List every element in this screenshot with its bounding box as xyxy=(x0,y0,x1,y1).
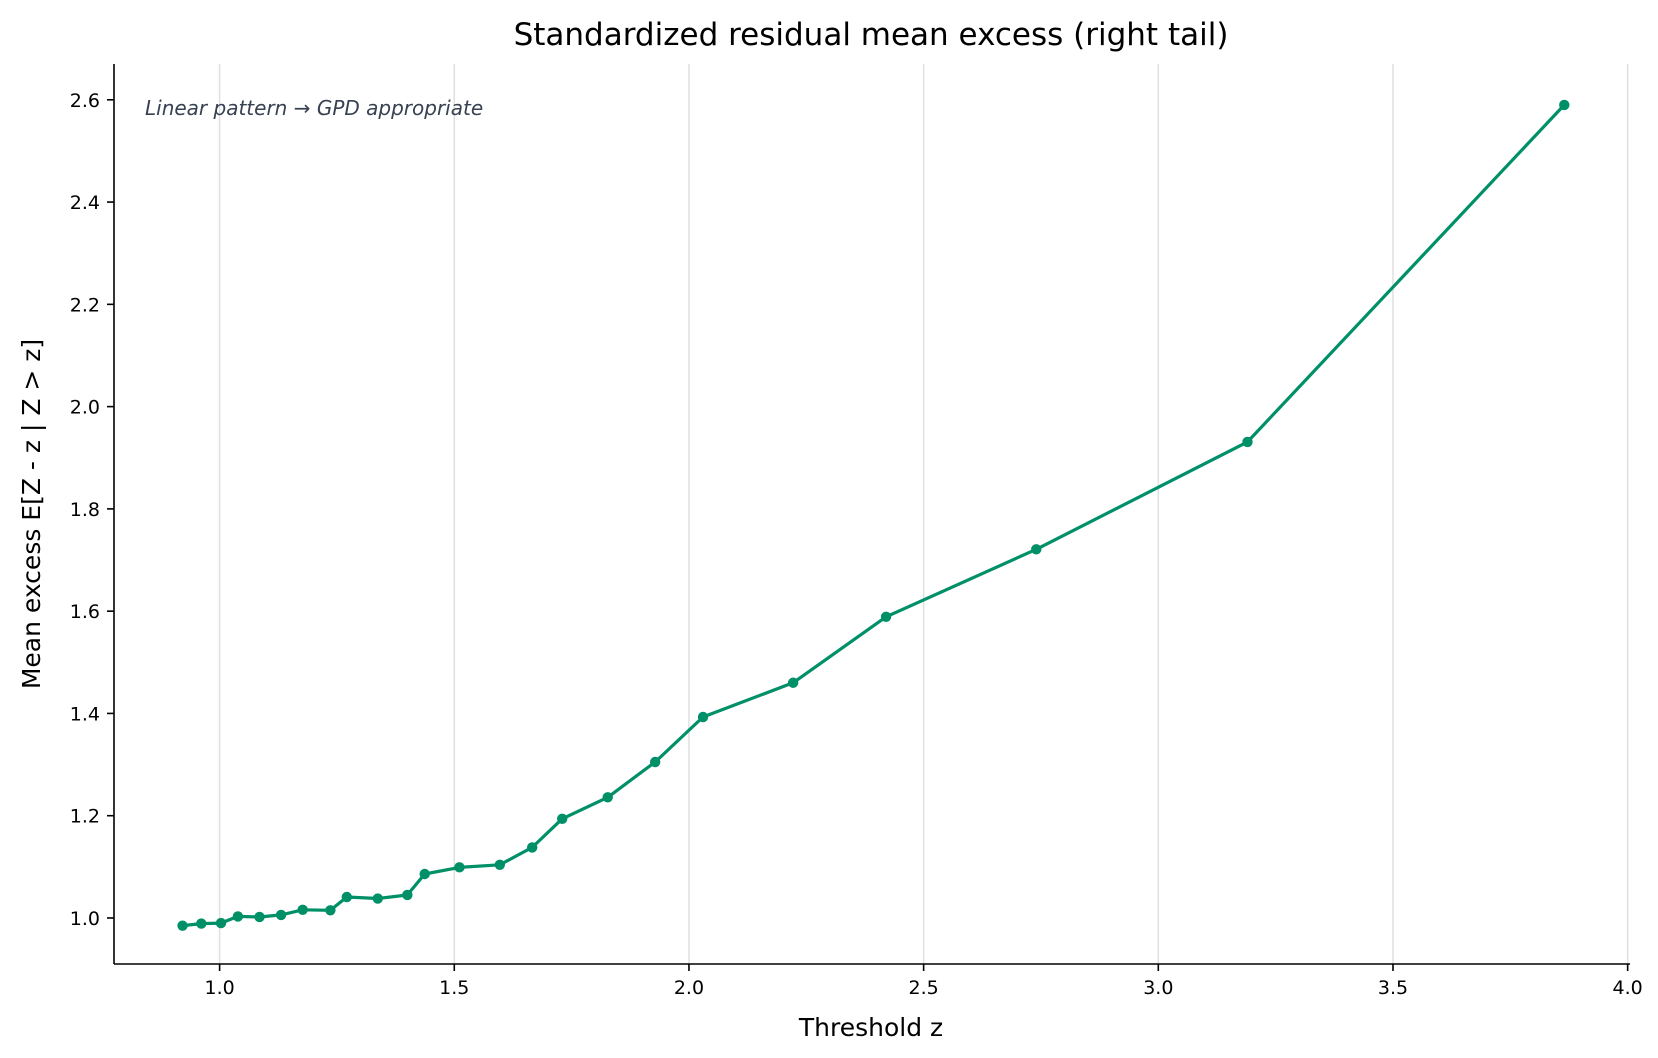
x-tick-label: 1.0 xyxy=(204,977,234,999)
data-point xyxy=(494,859,506,870)
data-point xyxy=(454,862,465,873)
series-layer xyxy=(177,99,1570,931)
data-point xyxy=(275,909,287,921)
data-point xyxy=(297,904,308,915)
y-tick-label: 1.0 xyxy=(70,908,100,930)
y-tick-label: 2.2 xyxy=(70,294,100,316)
x-tick-label: 3.5 xyxy=(1378,977,1408,999)
data-point xyxy=(325,905,336,916)
series-line xyxy=(182,103,1566,928)
data-point xyxy=(1242,436,1253,448)
annotation-text: Linear pattern → GPD appropriate xyxy=(145,96,483,120)
y-tick-label: 1.2 xyxy=(70,806,100,828)
x-ticks: 1.0 1.5 2.0 2.5 3.0 3.5 4.0 xyxy=(204,964,1643,999)
data-point xyxy=(215,917,227,929)
data-point xyxy=(1559,99,1570,111)
y-axis-label: Mean excess E[Z - z | Z > z] xyxy=(17,339,46,689)
data-point xyxy=(232,911,244,922)
data-point xyxy=(880,611,892,622)
x-axis-label: Threshold z xyxy=(798,1013,943,1042)
y-tick-label: 2.4 xyxy=(70,192,100,214)
x-tick-label: 1.5 xyxy=(439,977,469,999)
data-point xyxy=(177,920,188,931)
data-point xyxy=(697,711,709,723)
x-tick-label: 2.5 xyxy=(909,977,939,999)
data-point xyxy=(557,813,568,824)
data-point xyxy=(787,677,799,688)
axes xyxy=(113,64,1630,965)
data-point xyxy=(402,889,413,901)
data-point xyxy=(649,756,661,768)
data-point xyxy=(341,891,352,903)
data-point xyxy=(602,792,613,803)
data-point xyxy=(526,842,538,853)
data-point xyxy=(372,893,383,904)
x-tick-label: 4.0 xyxy=(1613,977,1643,999)
y-tick-label: 2.6 xyxy=(70,90,100,112)
y-tick-label: 1.4 xyxy=(70,703,100,725)
y-ticks: 1.0 1.2 1.4 1.6 1.8 2.0 2.2 2.4 2.6 xyxy=(70,90,114,930)
chart-title: Standardized residual mean excess (right… xyxy=(514,17,1229,53)
grid-lines xyxy=(218,64,1629,964)
data-point xyxy=(419,868,430,880)
data-point xyxy=(254,911,265,923)
y-tick-label: 2.0 xyxy=(70,397,100,419)
data-point xyxy=(196,918,207,929)
x-tick-label: 3.0 xyxy=(1143,977,1173,999)
x-tick-label: 2.0 xyxy=(674,977,704,999)
y-tick-label: 1.8 xyxy=(70,499,100,521)
y-tick-label: 1.6 xyxy=(70,601,100,623)
data-point xyxy=(1031,544,1042,555)
